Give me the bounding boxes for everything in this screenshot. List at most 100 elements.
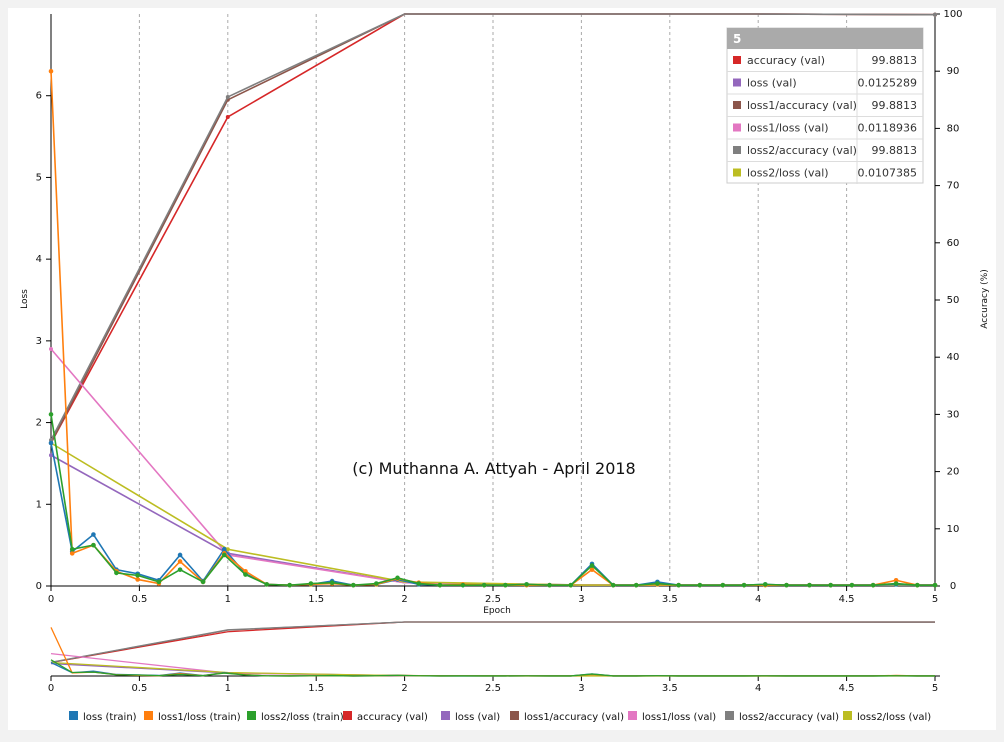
tooltip-row: loss1/accuracy (val) 99.8813 [733,94,917,117]
tooltip-value: 99.8813 [872,99,918,112]
data-point[interactable] [849,582,855,588]
data-point[interactable] [225,547,230,552]
data-point[interactable] [221,552,227,558]
tooltip-label: loss1/accuracy (val) [747,99,857,112]
legend-label: loss2/loss (val) [857,712,931,723]
data-point[interactable] [416,581,422,586]
data-point[interactable] [374,581,379,586]
data-point[interactable] [48,68,54,74]
data-point[interactable] [784,582,789,588]
legend-item-loss-train[interactable]: loss (train) [69,711,137,723]
series-loss2-loss-train[interactable] [48,412,938,588]
legend-item-loss2-accuracy-val[interactable]: loss2/accuracy (val) [725,711,839,723]
data-point[interactable] [177,559,183,564]
data-point[interactable] [243,572,248,577]
y-tick-label: 6 [36,91,42,102]
legend-item-accuracy-val[interactable]: accuracy (val) [343,711,428,723]
data-point[interactable] [395,575,400,581]
overview-brush[interactable] [50,621,936,677]
overview-line-loss2-accuracy-val [50,621,936,663]
data-point[interactable] [225,114,230,119]
data-point[interactable] [807,582,812,588]
data-point[interactable] [633,582,639,588]
data-point[interactable] [676,582,681,588]
data-point[interactable] [49,453,53,458]
data-point[interactable] [893,581,899,586]
legend-item-loss2-loss-train[interactable]: loss2/loss (train) [247,711,344,723]
legend-label: loss (val) [455,712,500,723]
data-point[interactable] [655,581,660,586]
data-point[interactable] [870,582,876,588]
legend-item-loss2-loss-val[interactable]: loss2/loss (val) [843,711,931,723]
data-point[interactable] [177,552,183,558]
x-tick-label: 2 [401,594,407,605]
data-point[interactable] [308,581,314,586]
data-point[interactable] [177,567,183,572]
data-point[interactable] [610,582,616,588]
data-point[interactable] [762,582,768,587]
legend-swatch [628,711,637,720]
data-point[interactable] [933,12,937,17]
data-point[interactable] [589,563,595,568]
data-point[interactable] [69,551,75,556]
data-point[interactable] [91,542,96,548]
data-point[interactable] [48,440,54,446]
data-point[interactable] [221,546,227,552]
legend-label: loss2/loss (train) [261,712,344,723]
data-point[interactable] [932,582,938,588]
data-point[interactable] [264,582,269,587]
data-point[interactable] [503,582,508,588]
data-point[interactable] [114,570,119,576]
legend-item-loss-val[interactable]: loss (val) [441,711,500,723]
legend-swatch [144,711,153,720]
overview-tick-label: 0 [48,683,54,694]
legend-item-loss1-accuracy-val[interactable]: loss1/accuracy (val) [510,711,624,723]
data-point[interactable] [135,577,140,582]
data-point[interactable] [329,580,335,586]
data-point[interactable] [547,582,552,588]
data-point[interactable] [828,582,833,588]
overview-tick-label: 0.5 [131,683,147,694]
data-point[interactable] [524,582,529,587]
data-point[interactable] [69,546,75,552]
main-plot-series[interactable] [48,12,938,588]
data-point[interactable] [720,582,726,588]
overview-tick-label: 5 [932,683,938,694]
legend-item-loss1-loss-train[interactable]: loss1/loss (train) [144,711,241,723]
series-line-loss2-accuracy-val[interactable] [50,13,936,441]
data-point[interactable] [437,582,443,588]
data-point[interactable] [351,582,356,588]
data-point[interactable] [481,582,487,588]
y2-tick-label: 50 [947,295,960,306]
series-line-loss2-loss-train[interactable] [50,414,935,586]
tooltip-value: 0.0107385 [858,167,918,180]
data-point[interactable] [568,582,574,588]
legend-label: loss1/accuracy (val) [524,712,624,723]
overview-tick-label: 3 [578,683,584,694]
legend-swatch [843,711,852,720]
data-point[interactable] [589,567,595,572]
data-point[interactable] [49,347,53,352]
data-point[interactable] [697,582,703,588]
data-point[interactable] [200,579,206,585]
data-point[interactable] [156,579,162,585]
legend-item-loss1-loss-val[interactable]: loss1/loss (val) [628,711,716,723]
data-point[interactable] [741,582,747,588]
data-point[interactable] [287,582,292,588]
data-point[interactable] [893,577,899,583]
overview-tick-label: 4.5 [839,683,855,694]
y-tick-label: 3 [36,336,42,347]
tooltip-row: loss2/loss (val) 0.0107385 [733,161,918,184]
overview-tick-label: 4 [755,683,761,694]
data-point[interactable] [225,94,230,99]
data-point[interactable] [915,582,920,588]
data-point[interactable] [48,412,54,417]
data-point[interactable] [135,573,140,578]
chart-legend[interactable]: loss (train) loss1/loss (train) loss2/loss… [69,711,931,723]
data-point[interactable] [460,582,466,588]
data-point[interactable] [91,532,96,537]
y2-tick-label: 20 [947,467,960,478]
tooltip-swatch [733,78,741,87]
